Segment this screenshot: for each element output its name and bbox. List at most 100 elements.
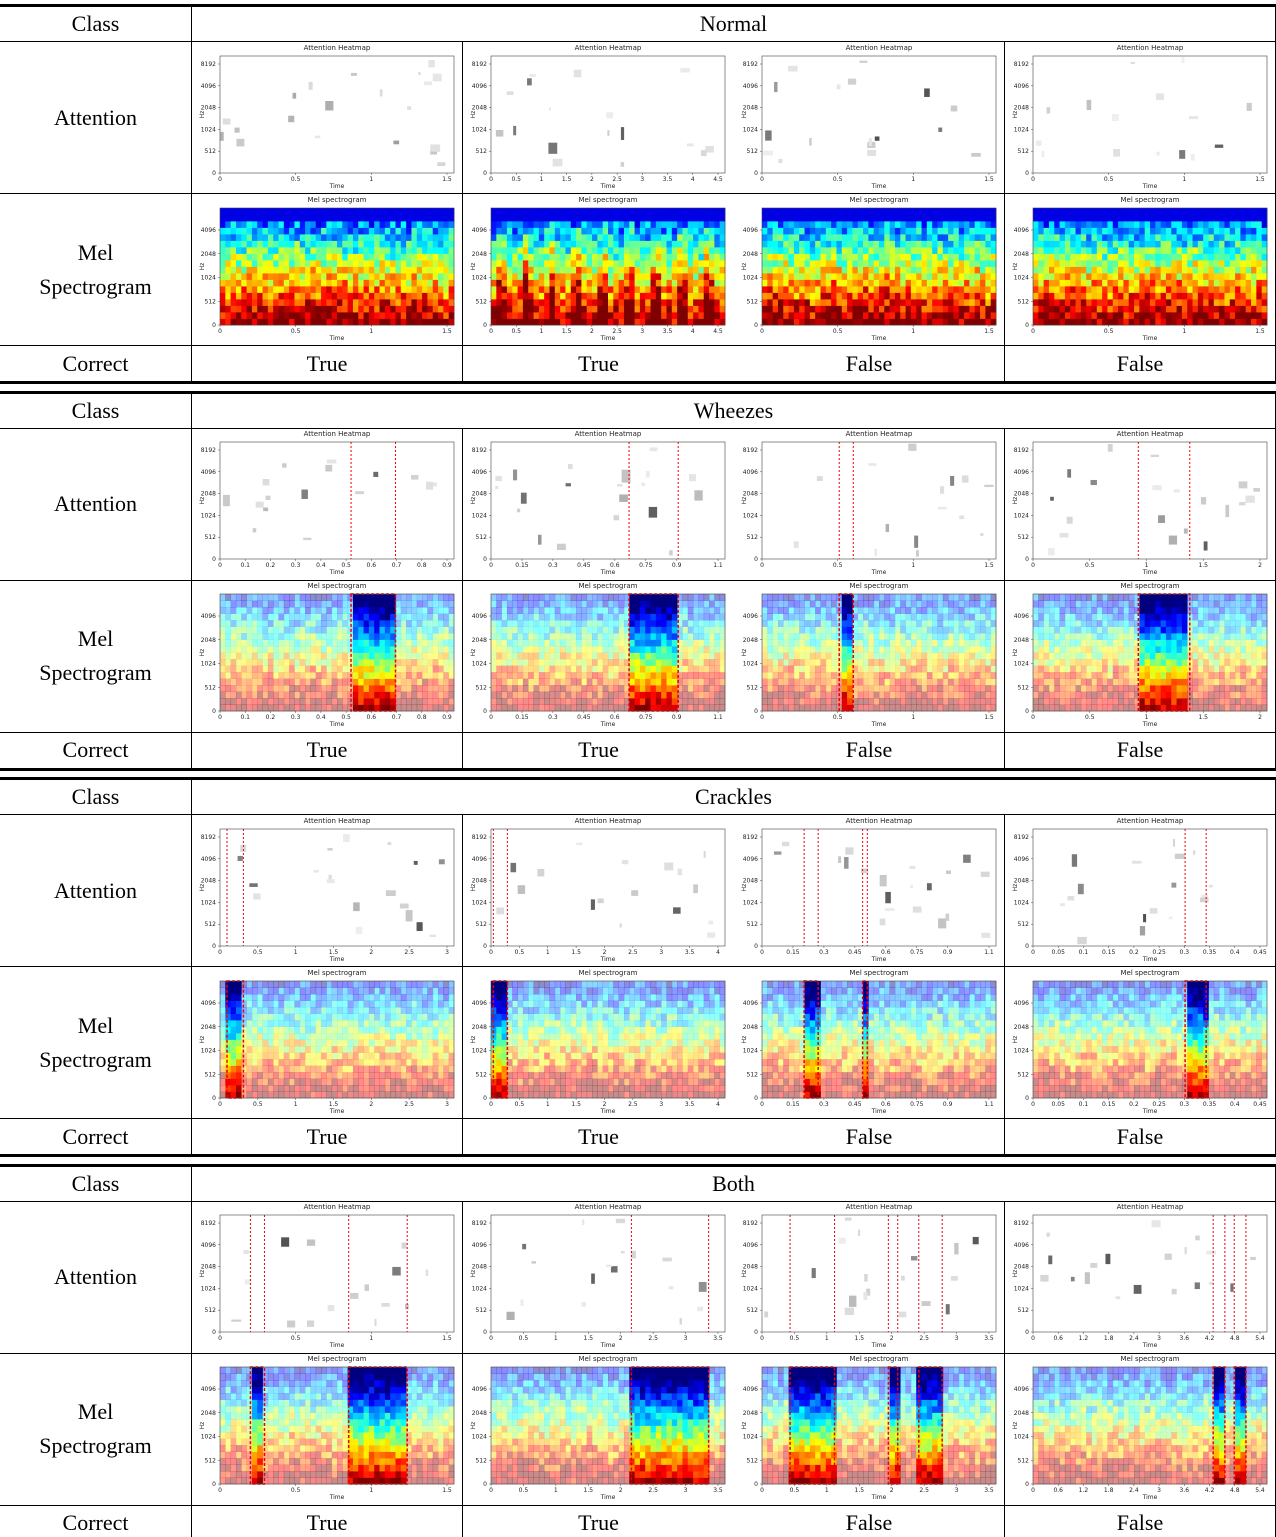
spectrogram-cell — [220, 279, 226, 286]
spectrogram-cell — [581, 653, 587, 660]
spectrogram-cell — [305, 627, 311, 634]
spectrogram-cell — [603, 692, 609, 699]
spectrogram-cell — [1251, 279, 1257, 286]
spectrogram-cell — [326, 292, 332, 299]
spectrogram-cell — [1193, 240, 1199, 247]
spectrogram-cell — [528, 273, 534, 280]
spectrogram-cell — [943, 266, 949, 273]
spectrogram-cell — [1187, 221, 1193, 228]
spectrogram-cell — [810, 292, 816, 299]
spectrogram-cell — [236, 260, 242, 267]
spectrogram-cell — [656, 266, 662, 273]
spectrogram-cell — [1240, 208, 1246, 215]
spectrogram-cell — [225, 266, 231, 273]
spectrogram-cell — [1224, 286, 1230, 293]
spectrogram-cell — [523, 312, 529, 319]
spectrogram-cell — [438, 698, 444, 705]
spectrogram-cell — [863, 266, 869, 273]
spectrogram-cell — [518, 692, 524, 699]
spectrogram-cell — [427, 273, 433, 280]
spectrogram-cell — [273, 607, 279, 614]
spectrogram-cell — [496, 247, 502, 254]
spectrogram-cell — [1166, 273, 1172, 280]
spectrogram-cell — [231, 214, 237, 221]
spectrogram-cell — [332, 620, 338, 627]
spectrogram-cell — [294, 227, 300, 234]
spectrogram-cell — [300, 685, 306, 692]
spectrogram-cell — [635, 253, 641, 260]
spectrogram-cell — [449, 234, 455, 241]
spectrogram-cell — [608, 601, 614, 608]
spectrogram-cell — [433, 685, 439, 692]
spectrogram-cell — [427, 659, 433, 666]
spectrogram-cell — [241, 227, 247, 234]
x-tick-label: 1.5 — [1255, 328, 1265, 335]
spectrogram-cell — [991, 214, 997, 221]
spectrogram-cell — [273, 292, 279, 299]
spectrogram-cell — [1246, 273, 1252, 280]
spectrogram-cell — [629, 318, 635, 325]
spectrogram-cell — [544, 633, 550, 640]
spectrogram-cell — [932, 266, 938, 273]
spectrogram-cell — [310, 594, 316, 601]
spectrogram-cell — [406, 273, 412, 280]
spectrogram-cell — [263, 607, 269, 614]
spectrogram-cell — [720, 214, 726, 221]
spectrogram-cell — [268, 620, 274, 627]
y-tick-label: 4096 — [743, 82, 758, 89]
spectrogram-cell — [316, 607, 322, 614]
x-tick-label: 1 — [911, 328, 915, 335]
spectrogram-cell — [438, 234, 444, 241]
spectrogram-cell — [613, 247, 619, 254]
spectrogram-cell — [326, 260, 332, 267]
spectrogram-cell — [1060, 247, 1066, 254]
spectrogram-cell — [241, 659, 247, 666]
spectrogram-cell — [225, 685, 231, 692]
spectrogram-cell — [1044, 273, 1050, 280]
spectrogram-cell — [289, 318, 295, 325]
spectrogram-cell — [1038, 266, 1044, 273]
spectrogram-cell — [560, 646, 566, 653]
spectrogram-cell — [1235, 208, 1241, 215]
spectrogram-cell — [810, 227, 816, 234]
spectrogram-cell — [969, 273, 975, 280]
spectrogram-cell — [810, 240, 816, 247]
spectrogram-cell — [284, 266, 290, 273]
spectrogram-cell — [1044, 286, 1050, 293]
spectrogram-cell — [603, 227, 609, 234]
spectrogram-cell — [337, 260, 343, 267]
spectrogram-cell — [592, 214, 598, 221]
spectrogram-cell — [284, 672, 290, 679]
spectrogram-cell — [257, 312, 263, 319]
spectrogram-cell — [422, 685, 428, 692]
spectrogram-cell — [411, 633, 417, 640]
spectrogram-cell — [539, 594, 545, 601]
spectrogram-cell — [959, 234, 965, 241]
spectrogram-cell — [640, 234, 646, 241]
spectrogram-cell — [358, 685, 364, 692]
spectrogram-cell — [257, 601, 263, 608]
spectrogram-cell — [900, 208, 906, 215]
spectrogram-cell — [310, 607, 316, 614]
spectrogram-cell — [1203, 299, 1209, 306]
spectrogram-cell — [502, 698, 508, 705]
spectrogram-cell — [799, 227, 805, 234]
spectrogram-cell — [534, 286, 540, 293]
spectrogram-cell — [369, 208, 375, 215]
spectrogram-cell — [640, 312, 646, 319]
spectrogram-cell — [1070, 234, 1076, 241]
plot-cell: Mel spectrogram00.511.50512102420484096T… — [734, 194, 1005, 346]
spectrogram-cell — [720, 247, 726, 254]
spectrogram-cell — [1129, 273, 1135, 280]
spectrogram-cell — [613, 679, 619, 686]
spectrogram-cell — [842, 292, 848, 299]
spectrogram-cell — [310, 247, 316, 254]
spectrogram-cell — [826, 266, 832, 273]
spectrogram-cell — [985, 234, 991, 241]
spectrogram-cell — [922, 240, 928, 247]
spectrogram-cell — [635, 247, 641, 254]
spectrogram-cell — [332, 286, 338, 293]
spectrogram-cell — [1171, 208, 1177, 215]
spectrogram-cell — [401, 260, 407, 267]
spectrogram-cell — [1171, 318, 1177, 325]
